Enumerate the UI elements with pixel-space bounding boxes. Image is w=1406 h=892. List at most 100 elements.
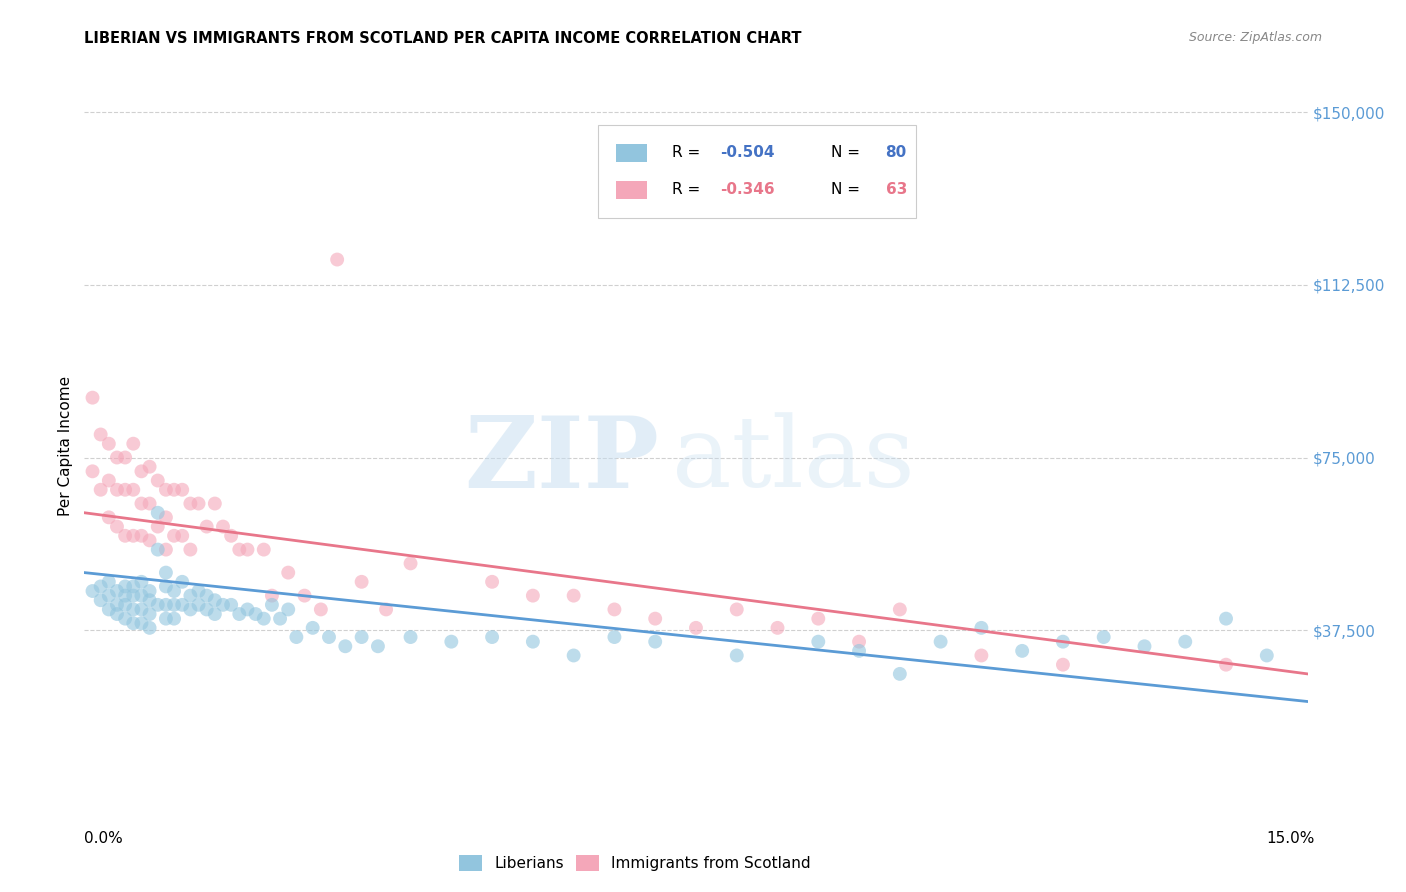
Point [122,589,145,603]
Point [260,598,283,612]
Point [114,589,136,603]
Text: 80: 80 [886,145,907,161]
Point [138,621,160,635]
Point [228,607,250,621]
Point [105,450,128,465]
Point [212,519,235,533]
Point [155,510,177,524]
Point [350,574,373,589]
Point [131,602,153,616]
Point [562,589,585,603]
Point [82,584,104,599]
Point [1092,630,1115,644]
Point [326,252,349,267]
Text: atlas: atlas [672,412,914,508]
Point [155,566,177,580]
Point [603,630,626,644]
Point [131,589,153,603]
Point [318,630,340,644]
Point [82,464,104,478]
Point [187,598,209,612]
Point [155,579,177,593]
Point [301,621,323,635]
FancyBboxPatch shape [598,125,917,218]
Point [163,612,186,626]
Point [155,598,177,612]
Point [97,510,120,524]
Text: N =: N = [831,182,865,197]
Point [146,474,169,488]
Point [204,607,226,621]
Text: R =: R = [672,145,704,161]
Point [114,483,136,497]
Point [375,602,398,616]
Point [187,497,209,511]
Point [97,436,120,450]
Point [245,607,267,621]
Point [90,579,112,593]
Point [105,584,128,599]
Point [163,584,186,599]
Point [481,630,503,644]
Point [1011,644,1033,658]
Point [970,621,993,635]
Text: Source: ZipAtlas.com: Source: ZipAtlas.com [1188,31,1322,45]
Point [105,519,128,533]
Point [179,497,201,511]
Point [929,634,952,648]
Point [277,566,299,580]
Point [889,666,911,681]
FancyBboxPatch shape [616,144,647,161]
Point [350,630,373,644]
Point [105,607,128,621]
Point [138,584,160,599]
Legend: Liberians, Immigrants from Scotland: Liberians, Immigrants from Scotland [453,849,817,877]
Point [848,634,870,648]
Point [725,602,748,616]
Point [228,542,250,557]
Point [90,593,112,607]
Point [172,483,194,497]
Point [195,519,218,533]
Point [848,644,870,658]
Point [253,542,276,557]
Text: LIBERIAN VS IMMIGRANTS FROM SCOTLAND PER CAPITA INCOME CORRELATION CHART: LIBERIAN VS IMMIGRANTS FROM SCOTLAND PER… [84,31,801,46]
Point [644,612,666,626]
Text: 0.0%: 0.0% [84,831,124,846]
Point [179,589,201,603]
Point [204,593,226,607]
Point [725,648,748,663]
Point [146,542,169,557]
Point [603,602,626,616]
Point [90,483,112,497]
Text: R =: R = [672,182,704,197]
Point [970,648,993,663]
Point [172,529,194,543]
FancyBboxPatch shape [616,181,647,199]
Point [399,557,422,571]
Point [146,519,169,533]
Point [146,598,169,612]
Point [155,612,177,626]
Point [172,598,194,612]
Point [187,584,209,599]
Point [114,529,136,543]
Point [97,589,120,603]
Point [294,589,316,603]
Point [399,630,422,644]
Point [212,598,235,612]
Point [236,542,259,557]
Point [114,598,136,612]
Y-axis label: Per Capita Income: Per Capita Income [58,376,73,516]
Point [807,612,830,626]
Point [163,598,186,612]
Point [889,602,911,616]
Point [335,640,357,654]
Point [807,634,830,648]
Point [105,598,128,612]
Text: N =: N = [831,145,865,161]
Point [1052,634,1074,648]
Point [131,616,153,631]
Point [766,621,789,635]
Point [1215,612,1237,626]
